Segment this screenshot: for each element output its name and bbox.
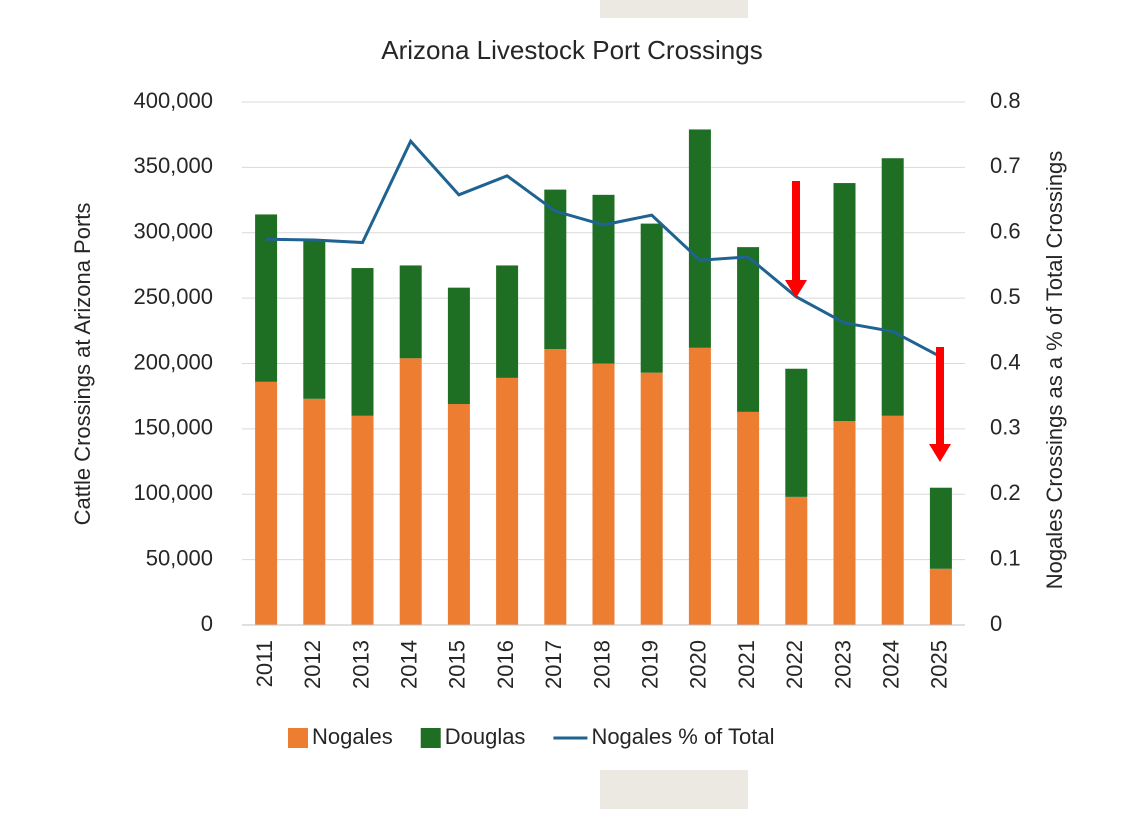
bar-segment <box>399 358 422 625</box>
x-tick-label: 2016 <box>493 640 518 689</box>
x-tick-label: 2024 <box>879 640 904 689</box>
y2-tick-label: 0.1 <box>990 545 1021 570</box>
y-tick-label: 0 <box>201 611 213 636</box>
bar-segment <box>785 496 808 625</box>
arrow-head <box>929 444 951 462</box>
backdrop <box>600 770 748 809</box>
legend-label: Douglas <box>445 724 526 749</box>
y-tick-label: 300,000 <box>133 219 213 244</box>
x-tick-label: 2019 <box>638 640 663 689</box>
y2-axis-title: Nogales Crossings as a % of Total Crossi… <box>1042 151 1067 590</box>
legend-label: Nogales <box>312 724 393 749</box>
bar-segment <box>881 415 904 625</box>
line-series <box>266 138 942 359</box>
bar-segment <box>688 129 711 348</box>
bar-segment <box>496 377 519 625</box>
bar-segment <box>640 223 663 373</box>
bar-segment <box>303 239 326 399</box>
x-tick-label: 2020 <box>686 640 711 689</box>
bar-segment <box>496 265 519 378</box>
bar-segment <box>544 349 567 625</box>
bar-segment <box>785 368 808 497</box>
bar-segment <box>447 404 470 625</box>
legend-label: Nogales % of Total <box>591 724 774 749</box>
y-tick-label: 400,000 <box>133 88 213 113</box>
annotation-arrows <box>785 181 951 462</box>
y2-tick-label: 0.4 <box>990 349 1021 374</box>
y-axis-title: Cattle Crossings at Arizona Ports <box>70 203 95 526</box>
chart-title: Arizona Livestock Port Crossings <box>381 35 762 65</box>
bar-segment <box>399 265 422 359</box>
x-tick-label: 2022 <box>782 640 807 689</box>
bar-segment <box>255 214 278 382</box>
x-tick-label: 2023 <box>830 640 855 689</box>
bar-segment <box>447 287 470 405</box>
bar-segment <box>592 363 615 625</box>
bar-segment <box>833 183 856 422</box>
bar-segment <box>833 421 856 625</box>
y-tick-label: 100,000 <box>133 480 213 505</box>
y2-tick-label: 0.3 <box>990 415 1021 440</box>
legend-swatch <box>288 728 308 748</box>
x-tick-label: 2011 <box>252 640 277 687</box>
x-tick-label: 2018 <box>589 640 614 689</box>
y2-tick-label: 0 <box>990 611 1002 636</box>
y2-tick-label: 0.2 <box>990 480 1021 505</box>
bar-segment <box>737 247 760 412</box>
bar-segment <box>929 487 952 569</box>
bar-segment <box>881 158 904 416</box>
x-tick-label: 2012 <box>300 640 325 689</box>
y-tick-label: 50,000 <box>146 545 213 570</box>
y2-tick-label: 0.6 <box>990 219 1021 244</box>
legend-swatch <box>420 728 441 748</box>
bar-segment <box>640 372 663 625</box>
x-tick-label: 2014 <box>397 640 422 689</box>
x-tick-label: 2013 <box>348 640 373 689</box>
y-tick-label: 250,000 <box>133 284 213 309</box>
x-tick-label: 2025 <box>927 640 952 689</box>
x-tick-label: 2017 <box>541 640 566 689</box>
bar-segment <box>929 568 952 625</box>
y-tick-label: 200,000 <box>133 349 213 374</box>
bar-segment <box>592 194 615 364</box>
x-tick-label: 2015 <box>445 640 470 689</box>
bar-segment <box>351 415 374 625</box>
bar-segment <box>737 411 760 625</box>
bar-segment <box>351 268 374 416</box>
y2-tick-label: 0.7 <box>990 153 1021 178</box>
y2-tick-label: 0.5 <box>990 284 1021 309</box>
bar-segment <box>255 381 278 625</box>
x-tick-label: 2021 <box>734 640 759 689</box>
bar-segment <box>688 347 711 625</box>
arrow-head <box>785 280 807 298</box>
y2-tick-label: 0.8 <box>990 88 1021 113</box>
y-tick-label: 150,000 <box>133 415 213 440</box>
y-tick-label: 350,000 <box>133 153 213 178</box>
bar-segment <box>544 189 567 350</box>
bar-segment <box>303 398 326 625</box>
backdrop <box>600 0 748 18</box>
